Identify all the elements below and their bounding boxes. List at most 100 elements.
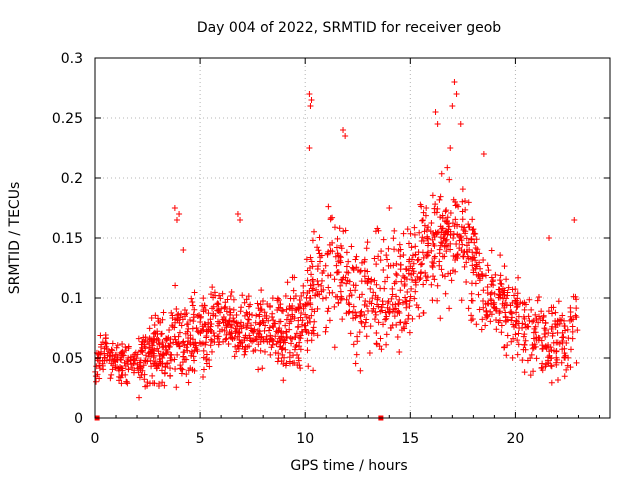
data-point xyxy=(350,315,357,322)
data-point xyxy=(297,314,304,321)
data-point xyxy=(443,242,450,249)
data-point xyxy=(567,304,574,311)
data-point xyxy=(300,303,307,310)
data-point xyxy=(514,290,521,297)
data-point xyxy=(93,363,100,370)
data-point xyxy=(156,380,163,387)
data-point xyxy=(302,327,309,334)
data-point xyxy=(211,289,218,296)
data-point xyxy=(149,380,156,387)
data-point xyxy=(571,217,578,223)
data-point xyxy=(167,373,174,380)
data-point xyxy=(200,354,207,361)
data-point xyxy=(490,277,497,284)
x-tick-label: 0 xyxy=(91,431,100,447)
data-point xyxy=(210,310,217,317)
data-point xyxy=(569,328,576,335)
data-point xyxy=(368,276,375,283)
data-point xyxy=(447,240,454,247)
data-point xyxy=(459,241,466,248)
data-point xyxy=(561,373,568,380)
y-tick-label: 0.15 xyxy=(52,231,83,247)
data-point xyxy=(200,347,207,354)
data-point xyxy=(316,234,323,241)
data-point xyxy=(343,263,350,270)
data-point xyxy=(146,335,153,342)
data-point xyxy=(114,342,121,349)
data-point xyxy=(94,355,101,362)
data-point xyxy=(190,314,197,321)
data-point xyxy=(452,256,459,263)
data-point xyxy=(522,337,529,344)
data-point xyxy=(268,314,275,321)
data-point xyxy=(159,339,166,346)
data-point xyxy=(371,316,378,323)
data-point xyxy=(304,337,311,344)
data-point xyxy=(423,253,430,260)
data-point xyxy=(277,318,284,325)
data-point xyxy=(363,333,370,340)
data-point xyxy=(183,321,190,328)
data-point xyxy=(264,300,271,307)
x-tick-label: 5 xyxy=(196,431,205,447)
data-point xyxy=(178,310,185,317)
data-point xyxy=(350,303,357,310)
data-point xyxy=(155,337,162,344)
data-point xyxy=(559,312,566,319)
data-point xyxy=(331,344,338,351)
data-point xyxy=(393,293,400,300)
data-point xyxy=(373,261,380,268)
data-point xyxy=(243,296,250,303)
data-point xyxy=(103,340,110,347)
data-point xyxy=(405,240,412,247)
data-point xyxy=(343,269,350,276)
data-point xyxy=(480,151,487,157)
data-point xyxy=(356,294,363,301)
data-point xyxy=(316,291,323,298)
data-point xyxy=(411,295,418,302)
data-point xyxy=(278,346,285,353)
data-point xyxy=(478,326,485,333)
data-point xyxy=(294,324,301,331)
data-point xyxy=(386,306,393,313)
data-points xyxy=(92,79,581,421)
data-point xyxy=(487,318,494,325)
data-point xyxy=(346,292,353,299)
data-point xyxy=(208,291,215,298)
data-point xyxy=(385,245,392,252)
data-point xyxy=(515,341,522,348)
data-point xyxy=(397,253,404,260)
data-point xyxy=(390,235,397,242)
data-point xyxy=(181,356,188,363)
data-point xyxy=(386,205,393,211)
data-point xyxy=(404,226,411,233)
data-point xyxy=(205,319,212,326)
data-point xyxy=(503,276,510,283)
data-point xyxy=(483,314,490,321)
data-point xyxy=(310,367,317,374)
data-point xyxy=(245,293,252,300)
data-point xyxy=(423,204,430,211)
data-point xyxy=(365,275,372,282)
data-point xyxy=(255,366,262,373)
data-point xyxy=(496,308,503,315)
data-point xyxy=(567,364,574,371)
data-point xyxy=(179,366,186,373)
data-point xyxy=(560,333,567,340)
data-point xyxy=(146,325,153,332)
data-point xyxy=(438,239,445,246)
data-point xyxy=(173,217,180,223)
data-point xyxy=(171,356,178,363)
data-point xyxy=(96,375,103,382)
data-point xyxy=(222,336,229,343)
data-point xyxy=(380,266,387,273)
data-point xyxy=(149,342,156,349)
data-point xyxy=(308,97,315,103)
data-point xyxy=(327,215,334,222)
tick-labels: 0 5 10 15 20 0 0.05 0.1 0.15 0.2 0.25 0.3 xyxy=(52,51,524,447)
data-point xyxy=(403,298,410,305)
data-point xyxy=(480,287,487,294)
data-point xyxy=(152,312,159,319)
data-point xyxy=(519,324,526,331)
data-point xyxy=(514,295,521,302)
